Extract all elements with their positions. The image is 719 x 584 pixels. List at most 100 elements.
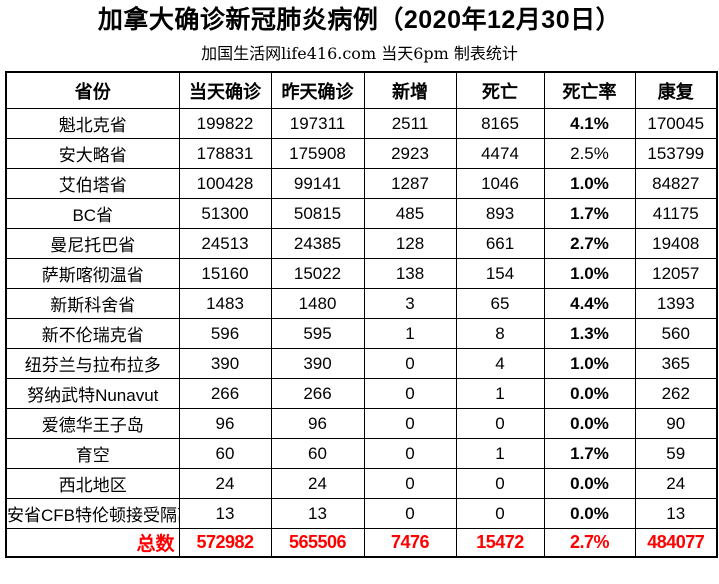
today-cell: 24513 xyxy=(178,228,272,259)
rate-cell: 1.7% xyxy=(543,198,636,229)
col-header-province: 省份 xyxy=(5,71,180,109)
recovered-cell: 262 xyxy=(634,378,718,409)
yesterday-cell: 390 xyxy=(270,348,365,379)
deaths-cell: 4 xyxy=(455,348,545,379)
rate-cell: 0.0% xyxy=(543,378,636,409)
table-row: 安大略省 178831 175908 2923 4474 2.5% 153799 xyxy=(5,138,718,169)
today-cell: 13 xyxy=(178,498,272,529)
province-cell: 新不伦瑞克省 xyxy=(5,318,180,349)
rate-cell: 2.7% xyxy=(543,228,636,259)
province-cell: BC省 xyxy=(5,198,180,229)
deaths-cell: 65 xyxy=(455,288,545,319)
table-row: 新不伦瑞克省 596 595 1 8 1.3% 560 xyxy=(5,318,718,349)
yesterday-cell: 96 xyxy=(270,408,365,439)
rate-cell: 0.0% xyxy=(543,498,636,529)
total-label: 总数 xyxy=(5,528,180,558)
rate-cell: 0.0% xyxy=(543,408,636,439)
new-cell: 0 xyxy=(363,408,457,439)
new-cell: 485 xyxy=(363,198,457,229)
today-cell: 100428 xyxy=(178,168,272,199)
province-cell: 魁北克省 xyxy=(5,108,180,139)
province-cell: 育空 xyxy=(5,438,180,469)
table-row: 萨斯喀彻温省 15160 15022 138 154 1.0% 12057 xyxy=(5,258,718,289)
recovered-cell: 153799 xyxy=(634,138,718,169)
total-rate-cell: 2.7% xyxy=(543,528,636,558)
new-cell: 138 xyxy=(363,258,457,289)
col-header-today: 当天确诊 xyxy=(178,71,272,109)
province-cell: 西北地区 xyxy=(5,468,180,499)
table-row: 新斯科舍省 1483 1480 3 65 4.4% 1393 xyxy=(5,288,718,319)
deaths-cell: 0 xyxy=(455,408,545,439)
new-cell: 0 xyxy=(363,468,457,499)
page-subtitle: 加国生活网life416.com 当天6pm 制表统计 xyxy=(201,44,518,63)
rate-cell: 1.0% xyxy=(543,168,636,199)
yesterday-cell: 15022 xyxy=(270,258,365,289)
province-cell: 萨斯喀彻温省 xyxy=(5,258,180,289)
new-cell: 0 xyxy=(363,348,457,379)
rate-cell: 1.0% xyxy=(543,258,636,289)
province-cell: 爱德华王子岛 xyxy=(5,408,180,439)
rate-cell: 0.0% xyxy=(543,468,636,499)
yesterday-cell: 197311 xyxy=(270,108,365,139)
recovered-cell: 365 xyxy=(634,348,718,379)
today-cell: 96 xyxy=(178,408,272,439)
recovered-cell: 1393 xyxy=(634,288,718,319)
new-cell: 1 xyxy=(363,318,457,349)
deaths-cell: 4474 xyxy=(455,138,545,169)
yesterday-cell: 60 xyxy=(270,438,365,469)
today-cell: 266 xyxy=(178,378,272,409)
deaths-cell: 1 xyxy=(455,378,545,409)
total-today-cell: 572982 xyxy=(178,528,272,558)
yesterday-cell: 266 xyxy=(270,378,365,409)
rate-cell: 1.7% xyxy=(543,438,636,469)
deaths-cell: 661 xyxy=(455,228,545,259)
recovered-cell: 59 xyxy=(634,438,718,469)
recovered-cell: 560 xyxy=(634,318,718,349)
today-cell: 596 xyxy=(178,318,272,349)
province-cell: 艾伯塔省 xyxy=(5,168,180,199)
rate-cell: 4.1% xyxy=(543,108,636,139)
deaths-cell: 8165 xyxy=(455,108,545,139)
rate-cell: 1.3% xyxy=(543,318,636,349)
table-row: 曼尼托巴省 24513 24385 128 661 2.7% 19408 xyxy=(5,228,718,259)
recovered-cell: 12057 xyxy=(634,258,718,289)
new-cell: 0 xyxy=(363,498,457,529)
total-new-cell: 7476 xyxy=(363,528,457,558)
table-row: 育空 60 60 0 1 1.7% 59 xyxy=(5,438,718,469)
recovered-cell: 41175 xyxy=(634,198,718,229)
table-row: 西北地区 24 24 0 0 0.0% 24 xyxy=(5,468,718,499)
total-yesterday-cell: 565506 xyxy=(270,528,365,558)
today-cell: 24 xyxy=(178,468,272,499)
table-body: 魁北克省 199822 197311 2511 8165 4.1% 170045 安大略省 17… xyxy=(5,108,718,529)
yesterday-cell: 13 xyxy=(270,498,365,529)
yesterday-cell: 175908 xyxy=(270,138,365,169)
province-cell: 努纳武特Nunavut xyxy=(5,378,180,409)
col-header-new: 新增 xyxy=(363,71,457,109)
new-cell: 1287 xyxy=(363,168,457,199)
table-row: 魁北克省 199822 197311 2511 8165 4.1% 170045 xyxy=(5,108,718,139)
province-cell: 新斯科舍省 xyxy=(5,288,180,319)
page-title: 加拿大确诊新冠肺炎病例（2020年12月30日） xyxy=(97,6,622,34)
recovered-cell: 19408 xyxy=(634,228,718,259)
deaths-cell: 1046 xyxy=(455,168,545,199)
yesterday-cell: 595 xyxy=(270,318,365,349)
province-cell: 纽芬兰与拉布拉多 xyxy=(5,348,180,379)
today-cell: 178831 xyxy=(178,138,272,169)
province-cell: 安省CFB特伦顿接受隔离 xyxy=(5,498,180,529)
today-cell: 51300 xyxy=(178,198,272,229)
yesterday-cell: 24 xyxy=(270,468,365,499)
col-header-recovered: 康复 xyxy=(634,71,718,109)
total-recovered-cell: 484077 xyxy=(634,528,718,558)
recovered-cell: 13 xyxy=(634,498,718,529)
yesterday-cell: 50815 xyxy=(270,198,365,229)
province-cell: 安大略省 xyxy=(5,138,180,169)
recovered-cell: 170045 xyxy=(634,108,718,139)
rate-cell: 1.0% xyxy=(543,348,636,379)
new-cell: 128 xyxy=(363,228,457,259)
table-row: 艾伯塔省 100428 99141 1287 1046 1.0% 84827 xyxy=(5,168,718,199)
table-row: 安省CFB特伦顿接受隔离 13 13 0 0 0.0% 13 xyxy=(5,498,718,529)
col-header-deaths: 死亡 xyxy=(455,71,545,109)
recovered-cell: 90 xyxy=(634,408,718,439)
rate-cell: 4.4% xyxy=(543,288,636,319)
